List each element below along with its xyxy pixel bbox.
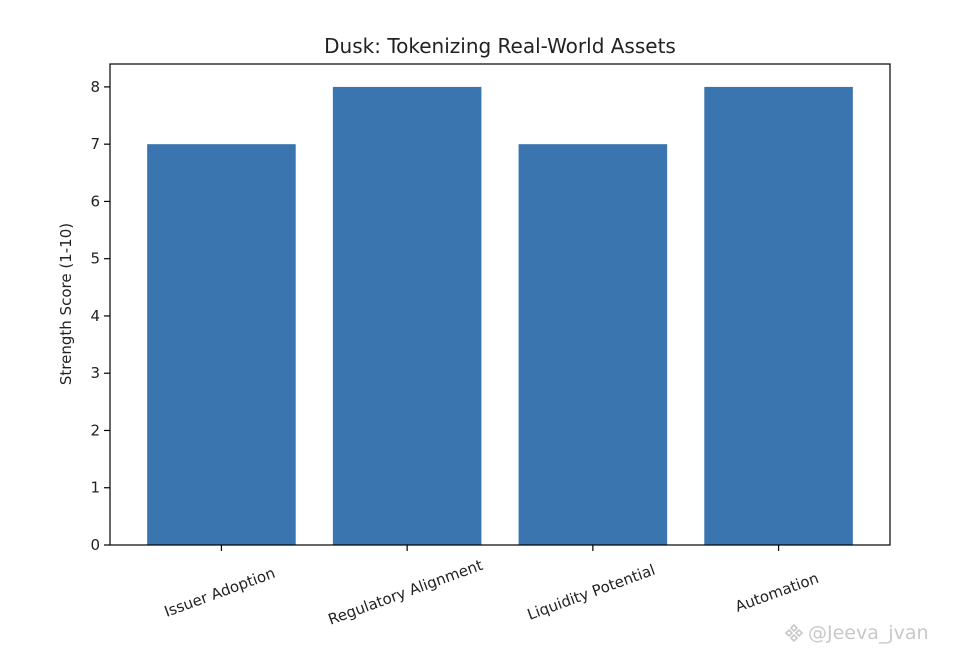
bar-liquidity-potential — [518, 144, 668, 546]
x-tick-label: Issuer Adoption — [162, 564, 278, 621]
x-tick-label: Liquidity Potential — [525, 561, 658, 624]
x-tick-label: Automation — [733, 569, 821, 616]
y-tick-label: 7 — [90, 135, 100, 153]
chart-title: Dusk: Tokenizing Real-World Assets — [324, 34, 676, 58]
bar-issuer-adoption — [147, 144, 296, 546]
x-axis: Issuer Adoption Regulatory Alignment Liqui… — [162, 545, 821, 629]
bar-regulatory-alignment — [332, 86, 482, 546]
y-tick-label: 4 — [90, 307, 100, 325]
y-tick-label: 3 — [90, 364, 100, 382]
y-tick-label: 2 — [90, 421, 100, 439]
plot-area — [147, 86, 853, 546]
watermark: @Jeeva_jvan — [784, 622, 929, 644]
y-tick-label: 0 — [90, 536, 100, 554]
y-axis: 0 1 2 3 4 5 6 7 8 — [90, 78, 110, 554]
x-tick-label: Regulatory Alignment — [326, 556, 486, 629]
y-tick-label: 5 — [90, 250, 100, 268]
y-tick-label: 8 — [90, 78, 100, 96]
y-tick-label: 1 — [90, 479, 100, 497]
bar-automation — [704, 86, 853, 546]
watermark-text: @Jeeva_jvan — [808, 622, 929, 644]
y-axis-label: Strength Score (1-10) — [57, 223, 75, 385]
plot-frame — [109, 63, 891, 546]
binance-square-icon — [784, 623, 804, 643]
y-tick-label: 6 — [90, 192, 100, 210]
